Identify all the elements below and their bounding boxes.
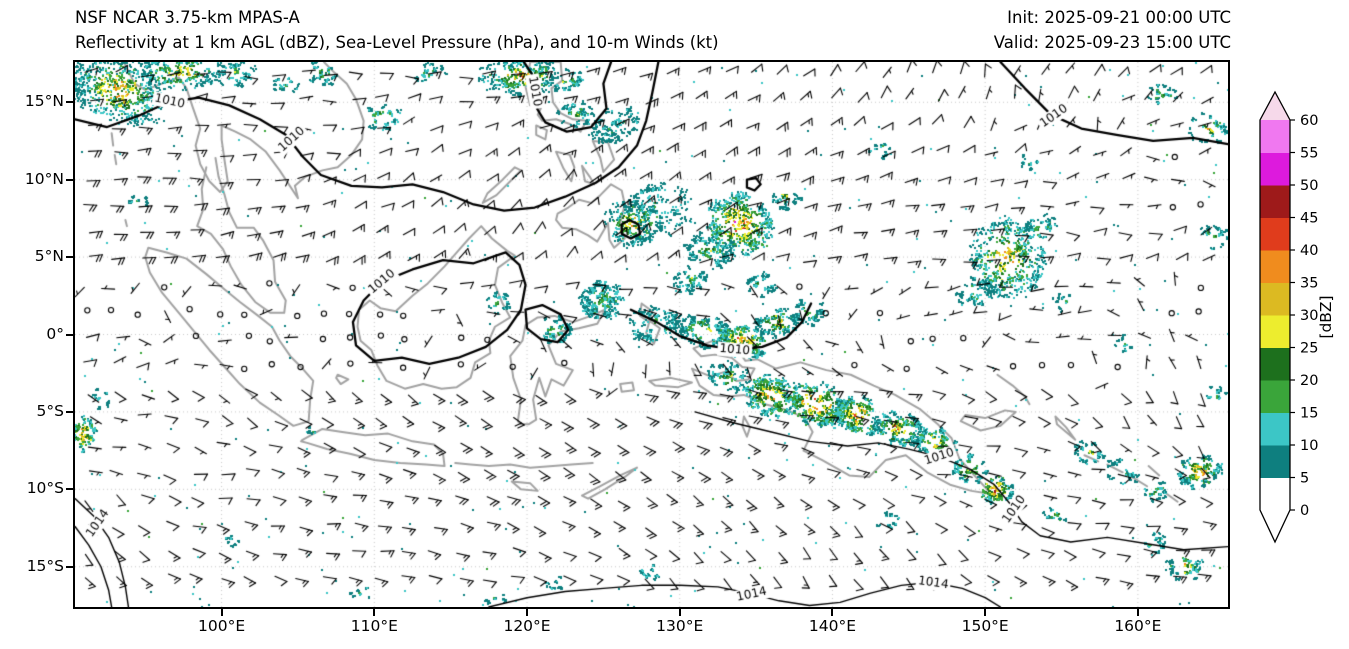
y-tick-mark (66, 101, 73, 104)
x-tick-label: 110°E (350, 617, 398, 635)
y-tick-label: 10°S (26, 479, 64, 498)
y-tick-label: 10°N (24, 169, 64, 188)
svg-text:0: 0 (1300, 503, 1309, 519)
y-tick-label: 5°S (36, 401, 64, 420)
x-tick-label: 100°E (198, 617, 246, 635)
x-tick-mark (1136, 609, 1139, 616)
x-tick-mark (678, 609, 681, 616)
y-tick-mark (66, 333, 73, 336)
x-tick-mark (373, 609, 376, 616)
x-tick-label: 130°E (656, 617, 704, 635)
svg-text:25: 25 (1300, 341, 1318, 357)
map-plot-frame (73, 60, 1230, 609)
x-tick-mark (831, 609, 834, 616)
x-tick-label: 140°E (808, 617, 857, 635)
svg-text:20: 20 (1300, 373, 1318, 389)
svg-text:35: 35 (1300, 276, 1318, 292)
y-tick-label: 15°N (24, 92, 64, 111)
svg-text:60: 60 (1300, 113, 1318, 129)
colorbar: 0 5 10 15 20 25 30 35 40 45 50 55 60 (1258, 90, 1336, 564)
svg-text:30: 30 (1300, 308, 1318, 324)
x-tick-mark (220, 609, 223, 616)
y-tick-mark (66, 256, 73, 259)
x-tick-mark (984, 609, 987, 616)
x-tick-label: 120°E (503, 617, 551, 635)
valid-time: Valid: 2025-09-23 15:00 UTC (993, 33, 1231, 52)
svg-text:45: 45 (1300, 211, 1318, 227)
map-canvas (75, 62, 1228, 607)
x-tick-label: 150°E (961, 617, 1009, 635)
y-tick-label: 0° (46, 324, 64, 343)
colorbar-unit-label: [dBZ] (1317, 295, 1335, 339)
svg-text:40: 40 (1300, 243, 1318, 259)
init-time: Init: 2025-09-21 00:00 UTC (1007, 8, 1231, 27)
svg-text:15: 15 (1300, 406, 1318, 422)
plot-title-fields: Reflectivity at 1 km AGL (dBZ), Sea-Leve… (75, 33, 719, 52)
svg-text:55: 55 (1300, 146, 1318, 162)
svg-text:5: 5 (1300, 471, 1309, 487)
plot-title-model: NSF NCAR 3.75-km MPAS-A (75, 8, 300, 27)
svg-text:10: 10 (1300, 438, 1318, 454)
y-tick-mark (66, 178, 73, 181)
x-tick-mark (526, 609, 529, 616)
y-tick-mark (66, 565, 73, 568)
x-tick-label: 160°E (1114, 617, 1162, 635)
y-tick-mark (66, 410, 73, 413)
y-tick-mark (66, 488, 73, 491)
svg-text:50: 50 (1300, 178, 1318, 194)
y-tick-label: 15°S (26, 556, 64, 575)
y-tick-label: 5°N (34, 247, 64, 266)
